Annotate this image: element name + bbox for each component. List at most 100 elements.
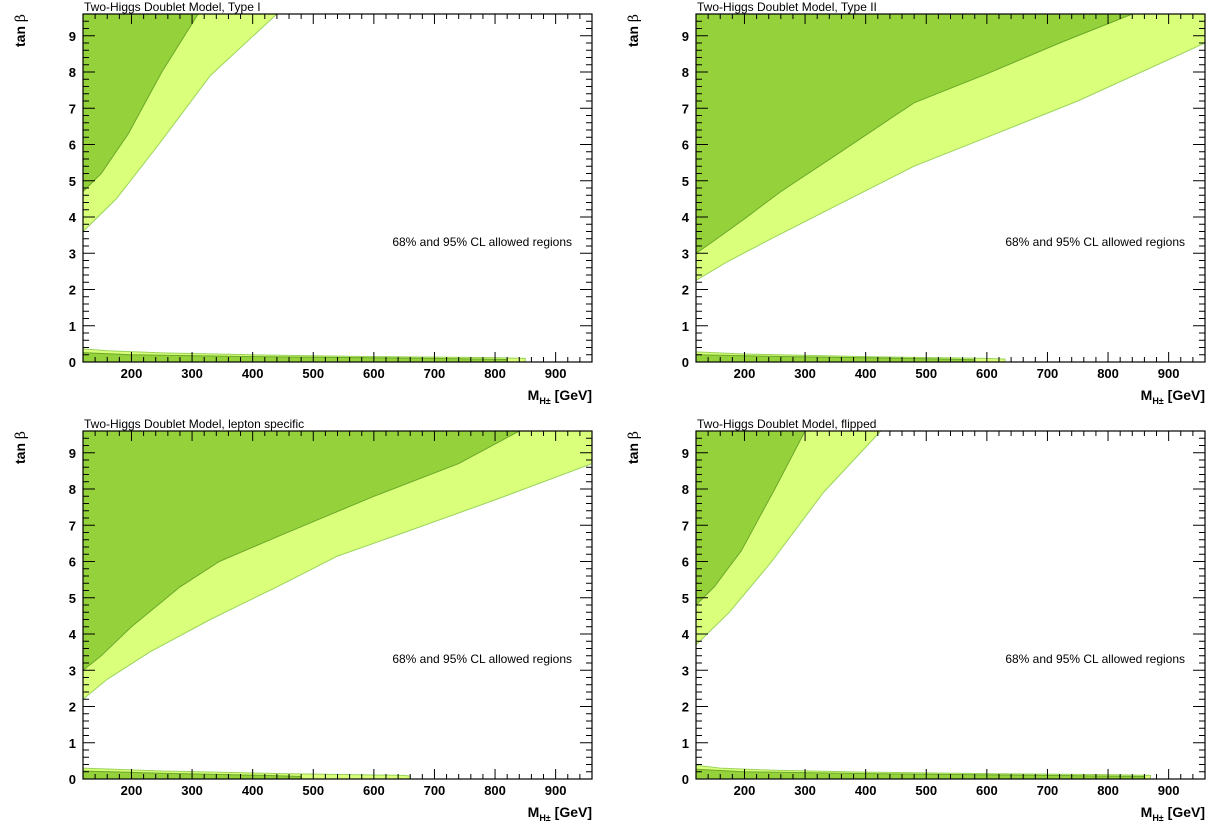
chart-svg-type1: Two-Higgs Doublet Model, Type I 200 300 400… <box>12 0 593 406</box>
x-axis-label-sub: H± <box>539 396 550 406</box>
x-axis-label: MH± [GeV] <box>528 387 592 406</box>
y-tick-label: 3 <box>682 663 689 678</box>
allowed-regions-annotation: 68% and 95% CL allowed regions <box>392 652 572 666</box>
y-tick-label: 3 <box>682 246 689 261</box>
x-tick-label: 300 <box>181 366 203 381</box>
region-68cl <box>696 431 806 606</box>
y-tick-label: 2 <box>682 700 689 715</box>
x-axis-label-sub: H± <box>1152 813 1163 823</box>
x-tick-label: 900 <box>1158 366 1180 381</box>
y-axis-label-main: tan <box>625 443 641 464</box>
y-tick-label: 1 <box>69 319 76 334</box>
chart-title: Two-Higgs Doublet Model, Type I <box>84 0 261 14</box>
x-axis-label-main: M <box>1141 804 1153 820</box>
allowed-regions-annotation: 68% and 95% CL allowed regions <box>1005 652 1185 666</box>
x-tick-label: 200 <box>734 783 756 798</box>
y-tick-label: 3 <box>69 246 76 261</box>
y-tick-label: 7 <box>682 518 689 533</box>
x-tick-label: 900 <box>545 366 567 381</box>
chart-panel-flipped: Two-Higgs Doublet Model, flipped 200 300 40… <box>613 417 1225 833</box>
x-axis-label: MH± [GeV] <box>528 804 592 823</box>
x-tick-label: 800 <box>1097 366 1119 381</box>
x-tick-label: 300 <box>794 783 816 798</box>
x-tick-label: 800 <box>1097 783 1119 798</box>
x-axis-label-unit: [GeV] <box>555 387 592 403</box>
x-tick-label: 600 <box>976 366 998 381</box>
x-tick-label: 500 <box>915 783 937 798</box>
x-tick-label: 200 <box>121 783 143 798</box>
y-tick-label: 6 <box>682 138 689 153</box>
x-tick-label: 200 <box>734 366 756 381</box>
x-axis-label-sub: H± <box>1152 396 1163 406</box>
chart-title: Two-Higgs Doublet Model, lepton specific <box>84 417 304 431</box>
x-tick-label: 600 <box>363 366 385 381</box>
region-68cl <box>83 14 199 193</box>
y-tick-label: 0 <box>69 772 76 787</box>
y-tick-label: 4 <box>682 627 690 642</box>
allowed-regions-annotation: 68% and 95% CL allowed regions <box>392 235 572 249</box>
y-tick-label: 1 <box>69 736 76 751</box>
y-tick-label: 5 <box>682 174 689 189</box>
y-tick-label: 3 <box>69 663 76 678</box>
x-tick-label: 900 <box>545 783 567 798</box>
x-tick-label: 900 <box>1158 783 1180 798</box>
y-tick-label: 2 <box>69 283 76 298</box>
x-tick-label: 500 <box>302 783 324 798</box>
y-axis-label: tan β <box>12 14 29 47</box>
y-tick-label: 0 <box>69 355 76 370</box>
chart-panel-type2: Two-Higgs Doublet Model, Type II 200 300 40… <box>613 0 1225 416</box>
y-tick-label: 7 <box>682 101 689 116</box>
x-tick-label: 300 <box>181 783 203 798</box>
y-tick-label: 9 <box>682 29 689 44</box>
y-tick-label: 6 <box>682 555 689 570</box>
x-axis-label-sub: H± <box>539 813 550 823</box>
x-axis-label-unit: [GeV] <box>1168 387 1205 403</box>
x-tick-label: 400 <box>242 783 264 798</box>
x-tick-label: 800 <box>484 783 506 798</box>
x-tick-label: 300 <box>794 366 816 381</box>
y-tick-label: 7 <box>69 101 76 116</box>
chart-panel-lepton-specific: Two-Higgs Doublet Model, lepton specific… <box>0 417 612 833</box>
y-tick-label: 0 <box>682 355 689 370</box>
x-tick-label: 600 <box>363 783 385 798</box>
chart-panel-type1: Two-Higgs Doublet Model, Type I 200 300 400… <box>0 0 612 416</box>
allowed-regions-annotation: 68% and 95% CL allowed regions <box>1005 235 1185 249</box>
y-axis-label-greek: β <box>626 431 642 439</box>
x-axis-label-main: M <box>1141 387 1153 403</box>
x-tick-label: 700 <box>424 366 446 381</box>
y-tick-label: 5 <box>69 174 76 189</box>
y-tick-label: 8 <box>682 65 689 80</box>
x-tick-label: 200 <box>121 366 143 381</box>
y-axis-label: tan β <box>625 14 642 47</box>
x-axis-label-main: M <box>528 804 540 820</box>
y-tick-label: 9 <box>69 446 76 461</box>
x-axis-label-unit: [GeV] <box>1168 804 1205 820</box>
y-tick-label: 9 <box>69 29 76 44</box>
y-tick-label: 4 <box>69 210 77 225</box>
y-tick-label: 2 <box>69 700 76 715</box>
x-tick-label: 700 <box>1037 783 1059 798</box>
y-tick-label: 1 <box>682 319 689 334</box>
x-tick-label: 400 <box>242 366 264 381</box>
y-axis-label-main: tan <box>625 26 641 47</box>
y-axis-label-greek: β <box>13 431 29 439</box>
y-axis-label: tan β <box>12 431 29 464</box>
x-axis-label-unit: [GeV] <box>555 804 592 820</box>
chart-title: Two-Higgs Doublet Model, Type II <box>697 0 877 14</box>
y-tick-label: 6 <box>69 555 76 570</box>
y-tick-label: 7 <box>69 518 76 533</box>
chart-svg-lepton-specific: Two-Higgs Doublet Model, lepton specific… <box>12 417 593 823</box>
y-tick-label: 1 <box>682 736 689 751</box>
y-axis-label-main: tan <box>12 26 28 47</box>
x-tick-label: 700 <box>1037 366 1059 381</box>
y-tick-label: 5 <box>69 591 76 606</box>
y-tick-label: 8 <box>682 482 689 497</box>
x-axis-label-main: M <box>528 387 540 403</box>
y-axis-label-greek: β <box>626 14 642 22</box>
y-tick-label: 2 <box>682 283 689 298</box>
x-tick-label: 800 <box>484 366 506 381</box>
x-tick-label: 600 <box>976 783 998 798</box>
y-tick-label: 8 <box>69 482 76 497</box>
y-tick-label: 9 <box>682 446 689 461</box>
